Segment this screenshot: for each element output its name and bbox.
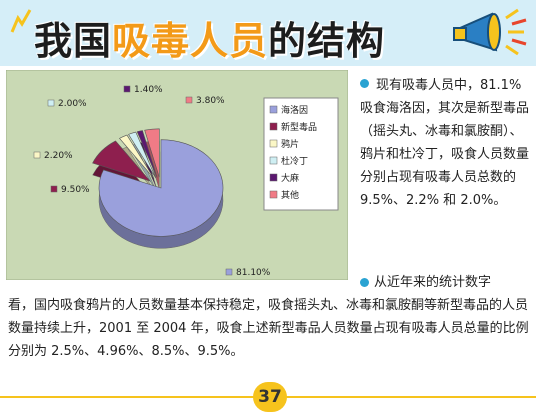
data-label-marker xyxy=(47,99,55,107)
data-label-3: 2.20% xyxy=(44,151,73,161)
data-label-4: 2.00% xyxy=(58,99,87,109)
bullet-icon xyxy=(360,278,369,287)
legend-label-1: 海洛因 xyxy=(281,104,308,116)
data-label-marker xyxy=(33,151,41,159)
paragraph-1: 现有吸毒人员中，81.1% 吸食海洛因，其次是新型毒品（摇头丸、冰毒和氯胺酮）、… xyxy=(360,74,530,212)
paragraph-2-start: 从近年来的统计数字 xyxy=(360,271,532,294)
page-title: 我国吸毒人员的结构 xyxy=(34,10,385,65)
legend-swatch xyxy=(269,156,278,165)
legend-label-4: 杜冷丁 xyxy=(281,155,308,167)
data-label-marker xyxy=(185,96,193,104)
pie-slice-3 xyxy=(119,134,155,179)
legend-swatch xyxy=(269,173,278,182)
legend-label-2: 新型毒品 xyxy=(281,121,317,133)
paragraph-1-text: 现有吸毒人员中，81.1% 吸食海洛因，其次是新型毒品（摇头丸、冰毒和氯胺酮）、… xyxy=(360,78,530,208)
legend-label-6: 其他 xyxy=(281,189,299,201)
legend-swatch xyxy=(269,139,278,148)
title-prefix: 我国 xyxy=(34,19,113,63)
pie-slice-6 xyxy=(144,128,160,178)
data-label-2: 9.50% xyxy=(61,185,90,195)
title-banner: 我国吸毒人员的结构 xyxy=(0,0,536,66)
data-label-marker xyxy=(123,85,131,93)
legend-swatch xyxy=(269,122,278,131)
data-label-5: 1.40% xyxy=(134,85,163,95)
data-label-6: 3.80% xyxy=(196,96,225,106)
title-highlight: 吸毒人员 xyxy=(112,19,269,63)
spark-icon xyxy=(10,9,32,33)
pie-chart: 81.10% 9.50% 2.20% 2.00% 1.40% 3.80% 海洛因新型毒品鸦片… xyxy=(6,70,348,280)
bullet-icon xyxy=(360,79,369,88)
data-label-marker xyxy=(225,268,233,276)
pie-slice-1 xyxy=(98,139,224,237)
title-suffix: 的结构 xyxy=(268,19,386,63)
legend-swatch xyxy=(269,105,278,114)
page-number: 37 xyxy=(253,382,287,412)
legend-label-5: 大麻 xyxy=(281,172,299,184)
legend-label-3: 鸦片 xyxy=(281,138,299,150)
data-label-1: 81.10% xyxy=(236,268,271,278)
pie-slice-2 xyxy=(92,140,152,182)
paragraph-2: 看，国内吸食鸦片的人员数量基本保持稳定，吸食摇头丸、冰毒和氯胺酮等新型毒品的人员… xyxy=(8,298,529,359)
pie-slice-4 xyxy=(128,131,156,179)
paragraph-2-start-text: 从近年来的统计数字 xyxy=(374,275,492,290)
data-label-marker xyxy=(50,185,58,193)
legend-swatch xyxy=(269,190,278,199)
pie-slice-5 xyxy=(136,130,158,178)
megaphone-icon xyxy=(453,8,527,56)
